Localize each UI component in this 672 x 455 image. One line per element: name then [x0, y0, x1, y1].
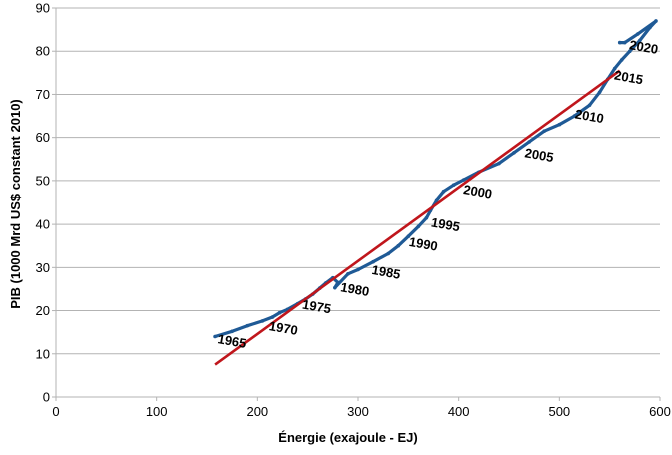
data-point	[245, 323, 250, 328]
data-point	[628, 49, 632, 54]
x-tick-label: 200	[246, 404, 268, 419]
year-annotation: 1995	[430, 214, 461, 234]
x-tick-label: 100	[146, 404, 168, 419]
data-point	[270, 315, 275, 319]
data-point	[572, 114, 577, 118]
data-point	[434, 198, 439, 203]
data-point	[230, 329, 234, 334]
data-point	[527, 140, 531, 144]
x-tick-label: 300	[347, 404, 369, 419]
data-point	[441, 189, 446, 194]
y-tick-label: 0	[43, 390, 50, 405]
data-point	[512, 150, 516, 155]
y-tick-label: 50	[36, 173, 50, 188]
year-annotation: 1965	[217, 331, 248, 351]
year-annotation: 1985	[371, 262, 402, 282]
y-tick-label: 30	[36, 260, 50, 275]
x-tick-label: 600	[649, 404, 671, 419]
axes	[55, 8, 660, 398]
data-point	[406, 234, 411, 239]
data-point	[277, 310, 282, 315]
x-axis-title: Énergie (exajoule - EJ)	[278, 430, 417, 445]
year-annotation: 2000	[462, 182, 493, 202]
data-point	[346, 272, 350, 276]
x-tick-label: 500	[548, 404, 570, 419]
data-point	[497, 161, 501, 166]
year-annotation: 1980	[339, 279, 370, 299]
data-point	[333, 285, 337, 290]
data-point	[617, 40, 622, 45]
y-tick-label: 90	[36, 1, 50, 16]
data-point	[396, 243, 401, 248]
data-point	[638, 38, 642, 43]
data-point	[386, 251, 391, 256]
y-axis-ticks: 0 10 20 30 40 50 60 70 80 90	[36, 1, 56, 405]
y-tick-label: 80	[36, 44, 50, 59]
data-point	[451, 183, 456, 188]
data-point	[648, 25, 652, 30]
year-annotation: 2005	[524, 145, 555, 165]
data-point	[336, 280, 340, 285]
year-annotation: 2010	[574, 106, 605, 126]
data-point	[416, 224, 421, 229]
x-axis-ticks: 0 100 200 300 400 500 600	[52, 397, 671, 419]
data-point	[557, 122, 562, 127]
data-point	[356, 267, 360, 272]
data-point	[213, 334, 217, 339]
y-tick-label: 60	[36, 130, 50, 145]
data-point	[597, 90, 602, 95]
x-tick-label: 400	[448, 404, 470, 419]
data-point	[461, 178, 466, 182]
data-point	[622, 40, 627, 45]
trend-line	[214, 69, 621, 366]
data-point	[619, 58, 624, 62]
data-point	[371, 259, 375, 264]
year-annotation: 1990	[408, 234, 439, 254]
year-annotation: 2020	[628, 37, 659, 57]
y-tick-label: 40	[36, 217, 50, 232]
data-point	[654, 19, 658, 23]
data-point	[636, 32, 640, 36]
series-group	[213, 19, 658, 366]
year-annotation: 2015	[613, 67, 644, 87]
data-series-line	[213, 19, 658, 339]
year-annotation: 1970	[268, 318, 299, 338]
y-tick-label: 70	[36, 87, 50, 102]
y-tick-label: 20	[36, 303, 50, 318]
y-tick-label: 10	[36, 346, 50, 361]
data-point	[542, 129, 547, 133]
x-tick-label: 0	[52, 404, 59, 419]
data-point	[587, 103, 592, 108]
data-point	[424, 215, 429, 220]
data-point	[612, 66, 617, 71]
y-axis-title: PIB (1000 Mrd US$ constant 2010)	[8, 99, 23, 309]
data-point	[260, 319, 265, 323]
year-annotation: 1975	[301, 297, 332, 317]
gridlines	[56, 7, 660, 355]
